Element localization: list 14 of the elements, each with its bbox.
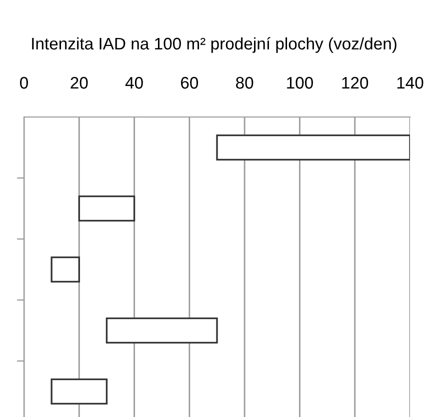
bar	[50, 378, 108, 405]
x-tick-label: 20	[70, 76, 88, 89]
bar	[216, 134, 410, 161]
bar	[50, 256, 80, 283]
x-tick-label: 140	[397, 76, 424, 89]
x-tick-label: 40	[125, 76, 143, 89]
bar	[78, 195, 136, 222]
x-tick-label: 60	[181, 76, 198, 89]
x-tick-label: 120	[342, 76, 368, 89]
chart-title: Intenzita IAD na 100 m² prodejní plochy (voz/den)	[32, 37, 396, 53]
x-tick-label: 80	[236, 76, 254, 89]
x-tick-label: 0	[20, 76, 28, 89]
x-tick-label: 100	[287, 76, 313, 89]
bar	[106, 317, 218, 344]
